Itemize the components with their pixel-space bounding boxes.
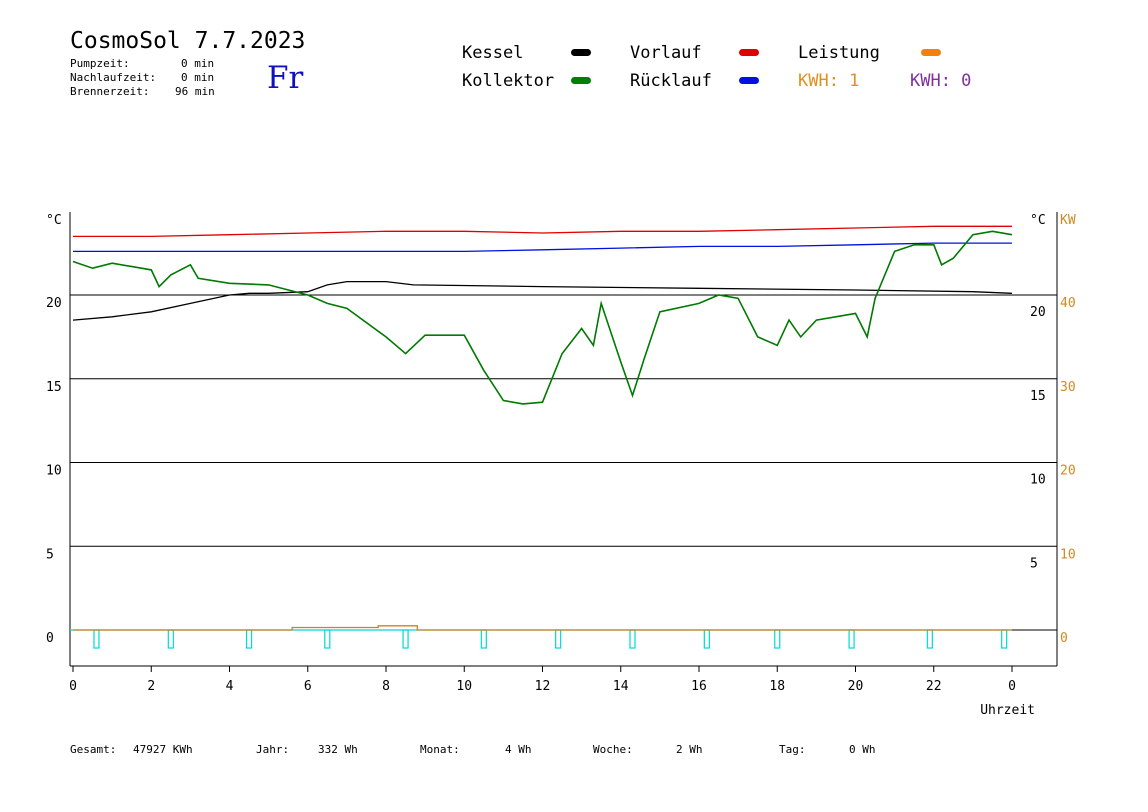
y-tick-left-5: 5 xyxy=(46,547,54,562)
pump-pulse-7 xyxy=(629,629,636,649)
x-tick-label-6: 12 xyxy=(535,679,551,694)
pump-pulse-11 xyxy=(926,629,933,649)
y-tick-right-10: 10 xyxy=(1030,473,1046,488)
legend-kessel-swatch xyxy=(571,49,591,56)
x-tick-label-11: 22 xyxy=(926,679,942,694)
legend-leistung-label: Leistung xyxy=(798,43,880,63)
y-tick-kw-30: 30 xyxy=(1060,380,1076,395)
y-tick-kw-10: 10 xyxy=(1060,547,1076,562)
stat-brennerzeit-label: Brennerzeit: xyxy=(70,85,150,98)
footer-tag-label: Tag: xyxy=(779,743,806,756)
pump-pulse-2 xyxy=(245,629,253,649)
y-tick-kw-0: 0 xyxy=(1060,631,1068,646)
chart-series xyxy=(70,225,1013,649)
y-tick-right-15: 15 xyxy=(1030,389,1046,404)
legend-kollektor-swatch xyxy=(571,77,591,84)
pump-pulse-6 xyxy=(555,629,562,649)
x-tick-label-10: 20 xyxy=(848,679,864,694)
x-tick-label-2: 4 xyxy=(226,679,234,694)
x-tick-label-12: 0 xyxy=(1008,679,1016,694)
y-tick-left-20: 20 xyxy=(46,296,62,311)
pump-pulse-1 xyxy=(167,629,174,649)
kwh-right-text: KWH: 0 xyxy=(910,71,972,91)
x-axis-label: Uhrzeit xyxy=(980,703,1035,718)
stat-pumpzeit-value: 0 min xyxy=(181,57,215,70)
stat-nachlaufzeit-value: 0 min xyxy=(181,71,215,84)
legend-ruecklauf-swatch xyxy=(739,77,759,84)
footer-woche-label: Woche: xyxy=(593,743,633,756)
y-tick-left-10: 10 xyxy=(46,464,62,479)
x-tick-label-5: 10 xyxy=(456,679,472,694)
weekday-label: Fr xyxy=(267,60,304,96)
chart-title: CosmoSol 7.7.2023 xyxy=(70,28,306,54)
pump-pulse-3 xyxy=(324,629,331,649)
pump-pulse-4 xyxy=(402,629,409,649)
y-unit-left: °C xyxy=(46,213,62,228)
pump-pulse-9 xyxy=(774,629,781,649)
x-tick-label-9: 18 xyxy=(769,679,785,694)
kollektor-line xyxy=(72,230,1013,405)
kessel-line xyxy=(72,280,1013,321)
legend-kessel-label: Kessel xyxy=(462,43,524,63)
x-tick-label-8: 16 xyxy=(691,679,707,694)
pump-pulse-8 xyxy=(703,629,710,649)
x-tick-label-1: 2 xyxy=(147,679,155,694)
chart-axes xyxy=(69,212,1058,672)
y-unit-right: °C xyxy=(1030,213,1046,228)
legend-vorlauf-label: Vorlauf xyxy=(630,43,702,63)
footer-woche-value: 2 Wh xyxy=(676,743,703,756)
footer-gesamt-value: 47927 KWh xyxy=(133,743,193,756)
footer-tag-value: 0 Wh xyxy=(849,743,876,756)
stat-nachlaufzeit-label: Nachlaufzeit: xyxy=(70,71,157,84)
pump-pulse-12 xyxy=(1001,629,1008,649)
pump-pulse-10 xyxy=(848,629,855,649)
chart-labels: 20 15 10 5 0 20 15 10 5 40 30 20 10 0 °C °C KW 0 2 4 6 8 10 12 1… xyxy=(46,213,1076,718)
legend-vorlauf-swatch xyxy=(739,49,759,56)
x-tick-label-3: 6 xyxy=(304,679,312,694)
legend-kollektor-label: Kollektor xyxy=(462,71,555,91)
chart-grid xyxy=(70,294,1057,631)
y-tick-left-15: 15 xyxy=(46,380,62,395)
pump-pulse-0 xyxy=(93,629,100,649)
kwh-left-text: KWH: 1 xyxy=(798,71,860,91)
legend-ruecklauf-label: Rücklauf xyxy=(630,71,712,91)
x-tick-label-0: 0 xyxy=(69,679,77,694)
y-tick-kw-40: 40 xyxy=(1060,296,1076,311)
pump-pulse-5 xyxy=(480,629,487,649)
footer-gesamt-label: Gesamt: xyxy=(70,743,117,756)
y-tick-right-5: 5 xyxy=(1030,556,1038,571)
vorlauf-line xyxy=(73,225,1012,238)
legend-leistung-swatch xyxy=(921,49,941,56)
ruecklauf-line xyxy=(73,242,1012,253)
stat-brennerzeit-value: 96 min xyxy=(175,85,215,98)
footer-jahr-value: 332 Wh xyxy=(318,743,358,756)
x-tick-label-4: 8 xyxy=(382,679,390,694)
leistung-line xyxy=(73,625,1012,631)
y-tick-right-20: 20 xyxy=(1030,305,1046,320)
y-unit-kw: KW xyxy=(1060,213,1076,228)
stat-pumpzeit-label: Pumpzeit: xyxy=(70,57,130,70)
x-tick-label-7: 14 xyxy=(613,679,629,694)
footer-jahr-label: Jahr: xyxy=(256,743,290,756)
footer-monat-label: Monat: xyxy=(420,743,460,756)
y-tick-kw-20: 20 xyxy=(1060,464,1076,479)
y-tick-left-0: 0 xyxy=(46,631,54,646)
footer-monat-value: 4 Wh xyxy=(505,743,532,756)
